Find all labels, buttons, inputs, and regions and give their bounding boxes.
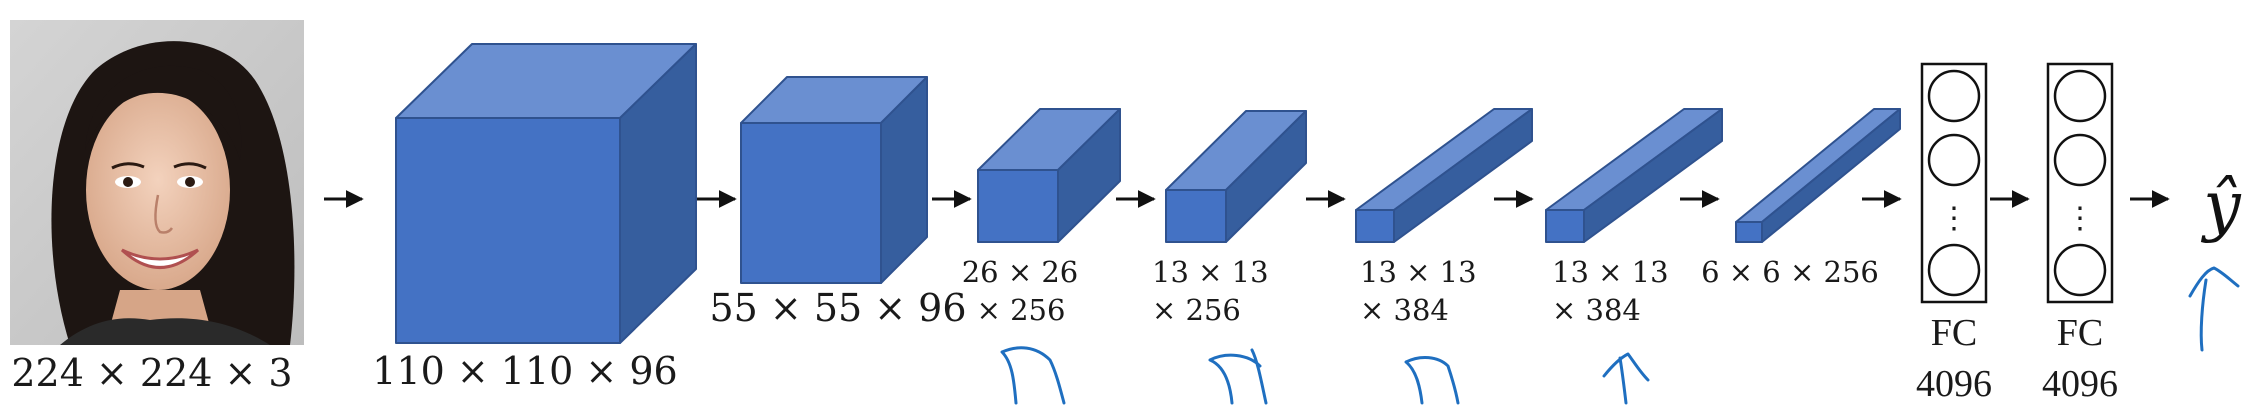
fc-1-neuron-2 — [1927, 133, 1981, 187]
volume-2-label: 55 × 55 × 96 — [709, 286, 966, 330]
fc-2-label-line1: FC — [2057, 312, 2103, 354]
volume-3-front-face — [977, 169, 1059, 243]
volume-5 — [1355, 108, 1533, 243]
fc-2-neuron-2 — [2053, 133, 2107, 187]
volume-2 — [740, 76, 928, 284]
handwritten-annotations — [1000, 266, 2240, 405]
output-yhat: ŷ — [2200, 167, 2241, 244]
fc-layer-1: ⋮ — [1920, 62, 1988, 304]
input-dimension-label: 224 × 224 × 3 — [11, 351, 292, 395]
volume-1-front-face — [395, 117, 621, 344]
pen-tick-2 — [1208, 348, 1268, 405]
fc-2-ellipsis: ⋮ — [2065, 201, 2095, 236]
volume-3-label-line1: 26 × 26 — [962, 255, 1079, 289]
pen-tick-3 — [1404, 356, 1460, 405]
fc-1-label-line2: 4096 — [1916, 363, 1992, 405]
fc-layer-2: ⋮ — [2046, 62, 2114, 304]
volume-5-label-line2: × 384 — [1360, 293, 1449, 327]
volume-6-label-line1: 13 × 13 — [1552, 255, 1669, 289]
fc-2-label-line2: 4096 — [2042, 363, 2118, 405]
volume-6-label-line2: × 384 — [1552, 293, 1641, 327]
pen-tick-5 — [2188, 266, 2240, 352]
fc-2-neuron-1 — [2053, 69, 2107, 123]
pen-tick-4 — [1602, 352, 1650, 405]
volume-4-label-line1: 13 × 13 — [1152, 255, 1269, 289]
volume-7-side-face — [1761, 108, 1901, 243]
volume-7-label: 6 × 6 × 256 — [1701, 255, 1879, 289]
volume-7-front-face — [1735, 221, 1763, 243]
volume-4-label-line2: × 256 — [1152, 293, 1241, 327]
volume-3-label-line2: × 256 — [977, 293, 1066, 327]
fc-2-neuron-n — [2053, 243, 2107, 297]
conv-volumes — [395, 43, 1901, 344]
volume-6-front-face — [1545, 209, 1585, 243]
pen-tick-1 — [1000, 346, 1066, 405]
volume-6 — [1545, 108, 1723, 243]
volume-7 — [1735, 108, 1901, 243]
volume-3 — [977, 108, 1121, 243]
volume-2-front-face — [740, 122, 882, 284]
volume-1-label: 110 × 110 × 96 — [372, 349, 677, 393]
volume-4-front-face — [1165, 189, 1227, 243]
volume-5-label-line1: 13 × 13 — [1360, 255, 1477, 289]
volume-1 — [395, 43, 697, 344]
fc-1-label-line1: FC — [1931, 312, 1977, 354]
volume-5-front-face — [1355, 209, 1395, 243]
input-image — [10, 20, 304, 345]
fc-1-ellipsis: ⋮ — [1939, 201, 1969, 236]
volume-7-top-face — [1735, 108, 1901, 223]
fc-1-neuron-n — [1927, 243, 1981, 297]
volume-labels: 110 × 110 × 96 55 × 55 × 96 26 × 26 × 25… — [372, 255, 1879, 393]
volume-4 — [1165, 110, 1307, 243]
fc-1-neuron-1 — [1927, 69, 1981, 123]
